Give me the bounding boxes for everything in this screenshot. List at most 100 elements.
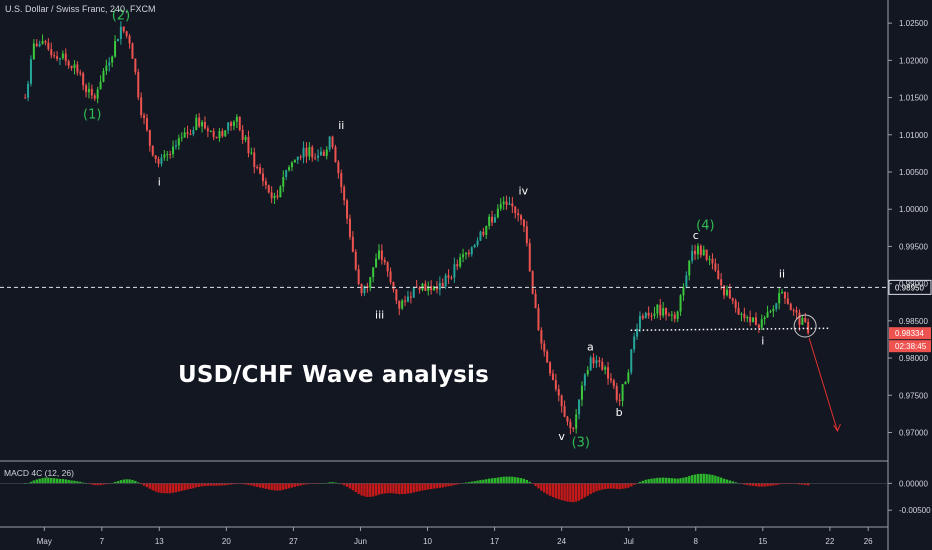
candle <box>387 262 389 271</box>
macd-bar <box>381 483 383 494</box>
candle <box>372 267 374 277</box>
candle <box>352 237 354 252</box>
candle <box>604 367 606 369</box>
candle <box>653 314 655 316</box>
candle <box>648 313 650 316</box>
macd-bar <box>210 483 212 485</box>
time-tick-label: Jul <box>624 537 634 546</box>
macd-bar <box>291 483 293 487</box>
macd-bar <box>33 480 35 483</box>
candle <box>265 181 267 185</box>
macd-bar <box>131 480 133 483</box>
candle <box>390 271 392 282</box>
candle <box>143 115 145 118</box>
candle <box>680 295 682 311</box>
macd-tick-label: -0.00500 <box>899 506 931 515</box>
candle <box>459 257 461 266</box>
candle <box>24 98 26 99</box>
candle <box>674 314 676 318</box>
candle <box>529 243 531 271</box>
macd-bar <box>297 483 299 486</box>
macd-bar <box>59 479 61 484</box>
candle <box>537 308 539 330</box>
candle <box>152 146 154 156</box>
candle <box>619 400 621 401</box>
candle <box>729 290 731 299</box>
macd-bar <box>694 475 696 484</box>
macd-bar <box>558 483 560 499</box>
macd-bar <box>769 483 771 486</box>
candle <box>569 422 571 428</box>
candle <box>105 66 107 71</box>
candle <box>129 36 131 44</box>
macd-bar <box>276 483 278 490</box>
candle <box>44 41 46 42</box>
candle <box>332 137 334 147</box>
price-tick-label: 0.97000 <box>899 428 928 437</box>
candle <box>424 284 426 291</box>
candle <box>53 55 55 56</box>
candle <box>404 301 406 302</box>
candle <box>448 275 450 277</box>
time-tick-label: Jun <box>354 537 367 546</box>
macd-bar <box>172 483 174 492</box>
macd-bar <box>566 483 568 501</box>
macd-bar <box>253 483 255 486</box>
macd-bar <box>616 483 618 489</box>
candle <box>187 132 189 133</box>
candle <box>772 309 774 311</box>
candle <box>239 117 241 130</box>
macd-bar <box>505 477 507 484</box>
wave-label: b <box>616 406 623 419</box>
macd-bar <box>630 483 632 486</box>
candle <box>746 317 748 318</box>
macd-bar <box>587 483 589 495</box>
macd-bar <box>65 479 67 483</box>
candle <box>245 137 247 140</box>
candle <box>561 395 563 406</box>
candle <box>508 203 510 204</box>
wave-label: iii <box>375 309 384 322</box>
macd-bar <box>676 479 678 484</box>
candle <box>207 128 209 131</box>
candle <box>227 122 229 130</box>
candle <box>253 152 255 167</box>
candle <box>300 157 302 158</box>
macd-bar <box>482 480 484 484</box>
candle <box>184 132 186 137</box>
macd-bar <box>218 483 220 485</box>
candle <box>471 247 473 254</box>
candle <box>68 61 70 66</box>
macd-bar <box>378 483 380 494</box>
candle <box>740 314 742 315</box>
candle <box>76 64 78 72</box>
candle <box>250 152 252 153</box>
candle <box>274 196 276 198</box>
macd-bar <box>653 478 655 483</box>
candle <box>685 275 687 287</box>
macd-bar <box>143 483 145 485</box>
macd-bar <box>502 477 504 484</box>
candle <box>149 130 151 146</box>
candle <box>442 283 444 286</box>
macd-bar <box>447 483 449 486</box>
candle <box>572 428 574 429</box>
candle <box>100 82 102 90</box>
macd-bar <box>589 483 591 494</box>
candle <box>433 286 435 290</box>
macd-bar <box>444 483 446 486</box>
macd-bar <box>198 483 200 486</box>
candle <box>56 56 58 59</box>
candle <box>71 66 73 68</box>
macd-bar <box>674 478 676 483</box>
candle <box>97 89 99 98</box>
candle <box>430 286 432 290</box>
candle <box>633 336 635 349</box>
candle <box>468 253 470 255</box>
candle <box>482 232 484 235</box>
candle <box>334 147 336 162</box>
macd-bar <box>450 483 452 485</box>
candle <box>111 56 113 62</box>
macd-bar <box>427 483 429 489</box>
macd-bar <box>581 483 583 499</box>
